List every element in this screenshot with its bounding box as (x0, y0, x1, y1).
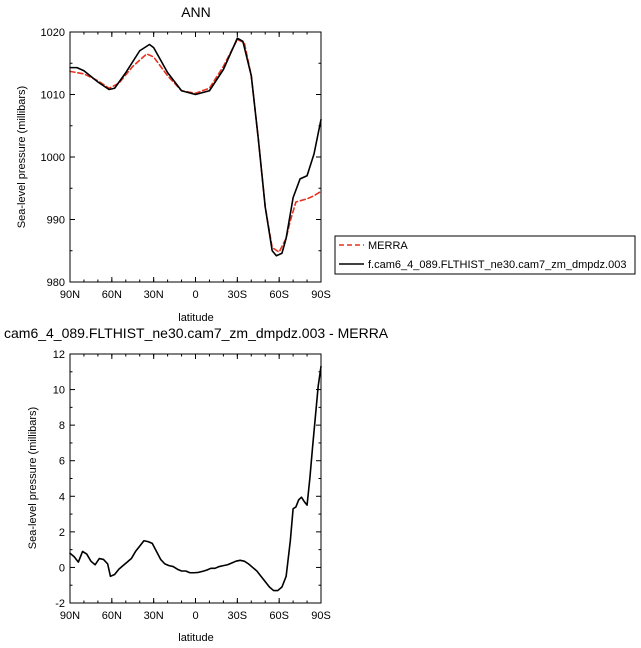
bottom-series-line-0 (70, 366, 321, 590)
top-x-tick-label-1: 60N (102, 289, 122, 301)
bottom-y-tick-label-2: 2 (59, 527, 65, 539)
top-x-tick-label-4: 30S (228, 289, 248, 301)
top-x-tick-label-3: 0 (192, 289, 198, 301)
legend-label-merra: MERRA (368, 240, 408, 252)
top-series-line-0 (70, 40, 321, 253)
top-y-tick-label-1: 990 (47, 215, 65, 227)
bottom-y-tick-label-0: -2 (55, 598, 65, 610)
top-chart-frame (70, 32, 321, 282)
top-chart-ticks: 90N 60N 30N 0 30S 60S 90S 980 990 1000 1010 1020 (41, 27, 331, 301)
bottom-x-tick-label-0: 90N (60, 610, 80, 622)
legend-label-model: f.cam6_4_089.FLTHIST_ne30.cam7_zm_dmpdz.… (368, 259, 626, 271)
top-chart-series (70, 38, 321, 256)
top-chart-y-axis-label: Sea-level pressure (millibars) (16, 86, 28, 228)
bottom-y-tick-label-5: 8 (59, 420, 65, 432)
bottom-y-tick-label-4: 6 (59, 456, 65, 468)
top-x-tick-label-5: 60S (269, 289, 289, 301)
bottom-x-tick-label-2: 30N (144, 610, 164, 622)
bottom-y-tick-label-3: 4 (59, 491, 65, 503)
top-x-tick-label-0: 90N (60, 289, 80, 301)
bottom-chart-ticks: 90N 60N 30N 0 30S 60S 90S -2 0 2 4 6 8 10 12 (53, 349, 331, 622)
top-y-tick-label-0: 980 (47, 277, 65, 289)
bottom-chart-y-axis-label: Sea-level pressure (millibars) (27, 407, 39, 549)
bottom-x-tick-label-4: 30S (228, 610, 248, 622)
top-y-tick-label-3: 1010 (41, 90, 65, 102)
bottom-y-tick-label-7: 12 (53, 349, 65, 361)
bottom-x-tick-label-5: 60S (269, 610, 289, 622)
top-series-line-1 (70, 38, 321, 256)
bottom-x-tick-label-1: 60N (102, 610, 122, 622)
top-x-tick-label-6: 90S (311, 289, 331, 301)
bottom-y-tick-label-6: 10 (53, 385, 65, 397)
bottom-chart: cam6_4_089.FLTHIST_ne30.cam7_zm_dmpdz.00… (4, 325, 389, 644)
top-y-tick-label-2: 1000 (41, 152, 65, 164)
bottom-y-tick-label-1: 0 (59, 562, 65, 574)
bottom-chart-series (70, 366, 321, 590)
top-x-tick-label-2: 30N (144, 289, 164, 301)
bottom-x-tick-label-3: 0 (192, 610, 198, 622)
legend: MERRA f.cam6_4_089.FLTHIST_ne30.cam7_zm_… (335, 236, 635, 274)
bottom-x-tick-label-6: 90S (311, 610, 331, 622)
top-chart-title: ANN (181, 4, 211, 20)
bottom-chart-x-axis-label: latitude (178, 632, 213, 644)
top-y-tick-label-4: 1020 (41, 27, 65, 39)
top-chart: ANN 90N 60N 30N 0 30S 60S 90S 980 990 1000 1010 102… (16, 4, 331, 324)
bottom-chart-title: cam6_4_089.FLTHIST_ne30.cam7_zm_dmpdz.00… (4, 325, 389, 341)
top-chart-x-axis-label: latitude (178, 312, 213, 324)
